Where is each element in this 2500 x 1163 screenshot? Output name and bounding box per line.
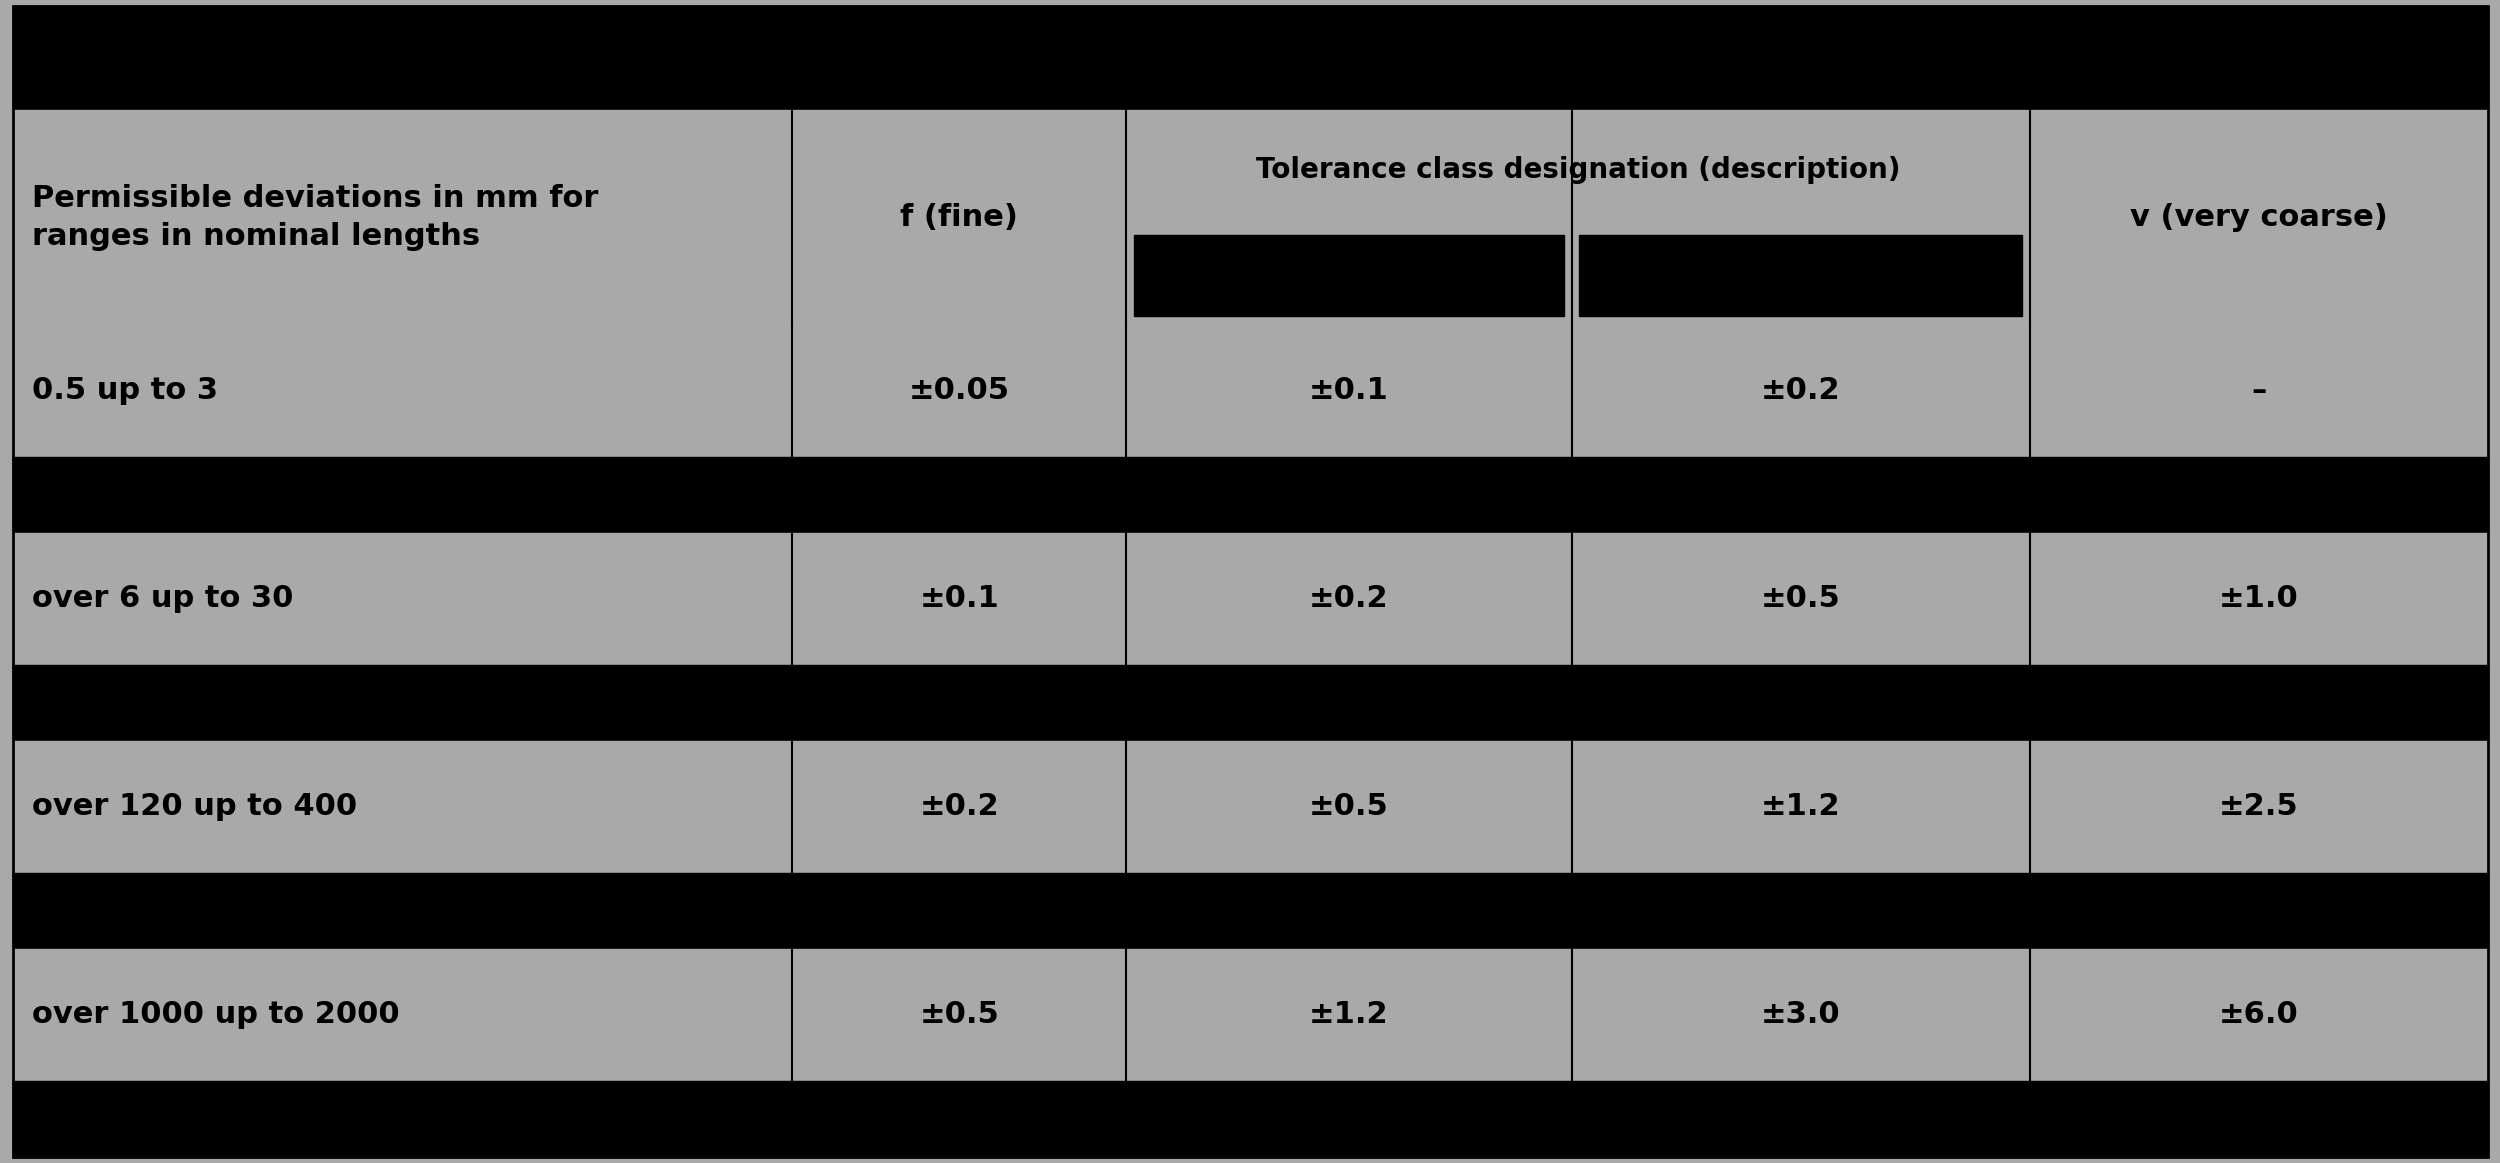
Bar: [12, 949, 2488, 1080]
Text: v (very coarse): v (very coarse): [2130, 202, 2388, 231]
Text: over 6 up to 30: over 6 up to 30: [32, 584, 295, 613]
Text: ±2.5: ±2.5: [2220, 792, 2298, 821]
Bar: [12, 741, 2488, 872]
Bar: [12, 533, 2488, 665]
Text: 0.5 up to 3: 0.5 up to 3: [32, 377, 218, 405]
Text: ±0.05: ±0.05: [908, 377, 1010, 405]
Text: –: –: [2250, 377, 2265, 405]
Text: Tolerance class designation (description): Tolerance class designation (description…: [1255, 156, 1900, 184]
Text: ±3.0: ±3.0: [1760, 1000, 1840, 1029]
Text: over 1000 up to 2000: over 1000 up to 2000: [32, 1000, 400, 1029]
Bar: [1135, 235, 1565, 316]
Text: ±6.0: ±6.0: [2218, 1000, 2298, 1029]
Text: f (fine): f (fine): [900, 202, 1018, 231]
Bar: [12, 872, 2488, 949]
Bar: [12, 1080, 2488, 1157]
Text: ±0.5: ±0.5: [1310, 792, 1390, 821]
Text: ±1.2: ±1.2: [1310, 1000, 1390, 1029]
Text: ±0.2: ±0.2: [1310, 584, 1390, 613]
Text: ±0.1: ±0.1: [1310, 377, 1390, 405]
Text: ±0.5: ±0.5: [1760, 584, 1840, 613]
Bar: [12, 457, 2488, 533]
Text: ±1.2: ±1.2: [1760, 792, 1840, 821]
Text: ±0.5: ±0.5: [920, 1000, 1000, 1029]
Bar: [12, 109, 2488, 324]
Text: ±0.2: ±0.2: [1760, 377, 1840, 405]
Text: over 120 up to 400: over 120 up to 400: [32, 792, 357, 821]
Text: ±1.0: ±1.0: [2218, 584, 2298, 613]
Bar: [12, 324, 2488, 457]
Text: ±0.1: ±0.1: [920, 584, 1000, 613]
Bar: [1580, 235, 2022, 316]
Bar: [12, 665, 2488, 741]
Text: ±0.2: ±0.2: [920, 792, 1000, 821]
Text: Permissible deviations in mm for
ranges in nominal lengths: Permissible deviations in mm for ranges …: [32, 184, 600, 251]
Bar: [12, 6, 2488, 109]
